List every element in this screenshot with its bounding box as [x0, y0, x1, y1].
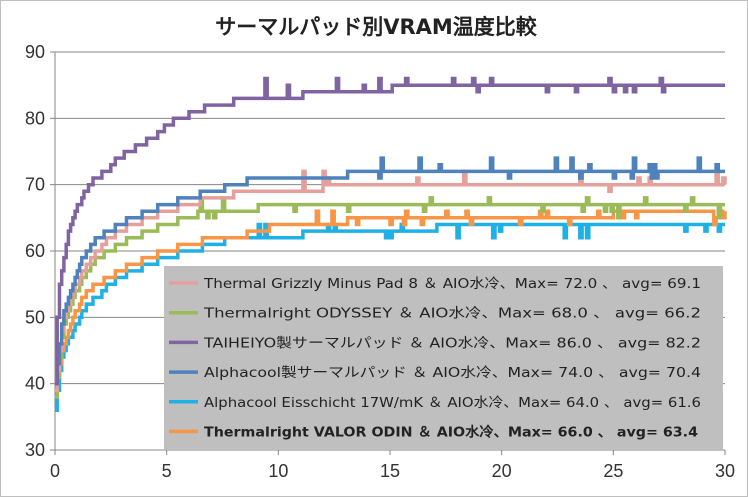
legend-label: Alphacool製サーマルパッド ＆ AIO水冷、Max= 74.0 、 av… [204, 365, 701, 381]
legend: Thermal Grizzly Minus Pad 8 ＆ AIO水冷、Max=… [164, 266, 723, 450]
series-layer [55, 76, 727, 412]
chart-title: サーマルパッド別VRAM温度比較 [215, 15, 538, 39]
series-line [55, 156, 725, 386]
legend-box [164, 266, 723, 450]
legend-label: TAIHEIYO製サーマルパッド ＆ AIO水冷、Max= 86.0 、 avg… [203, 335, 701, 351]
series-line [55, 222, 725, 412]
y-tick-label: 60 [25, 241, 45, 261]
x-tick-label: 30 [715, 461, 735, 481]
x-tick-label: 20 [492, 461, 512, 481]
x-tick-label: 5 [162, 461, 172, 481]
y-tick-label: 40 [25, 374, 45, 394]
x-tick-label: 0 [50, 461, 60, 481]
x-tick-label: 25 [603, 461, 623, 481]
x-tick-label: 15 [380, 461, 400, 481]
y-tick-label: 80 [25, 108, 45, 128]
legend-label: Thermalright VALOR ODIN ＆ AIO水冷、Max= 66.… [204, 424, 698, 441]
legend-label: Alphacool Eisschicht 17W/mK ＆ AIO水冷、Max=… [204, 395, 701, 411]
y-tick-label: 50 [25, 307, 45, 327]
series-line [55, 169, 727, 393]
axes: 30 40 50 60 70 80 90 0 5 10 15 20 25 30 [25, 42, 735, 481]
y-tick-label: 70 [25, 175, 45, 195]
legend-label: Thermal Grizzly Minus Pad 8 ＆ AIO水冷、Max=… [203, 276, 701, 292]
series-line [55, 209, 727, 399]
y-tick-label: 90 [25, 42, 45, 62]
x-tick-label: 10 [268, 461, 288, 481]
legend-label: Thermalright ODYSSEY ＆ AIO水冷、Max= 68.0 、… [203, 306, 701, 322]
y-tick-label: 30 [25, 440, 45, 460]
series-line [55, 196, 725, 399]
series-line [55, 76, 725, 386]
